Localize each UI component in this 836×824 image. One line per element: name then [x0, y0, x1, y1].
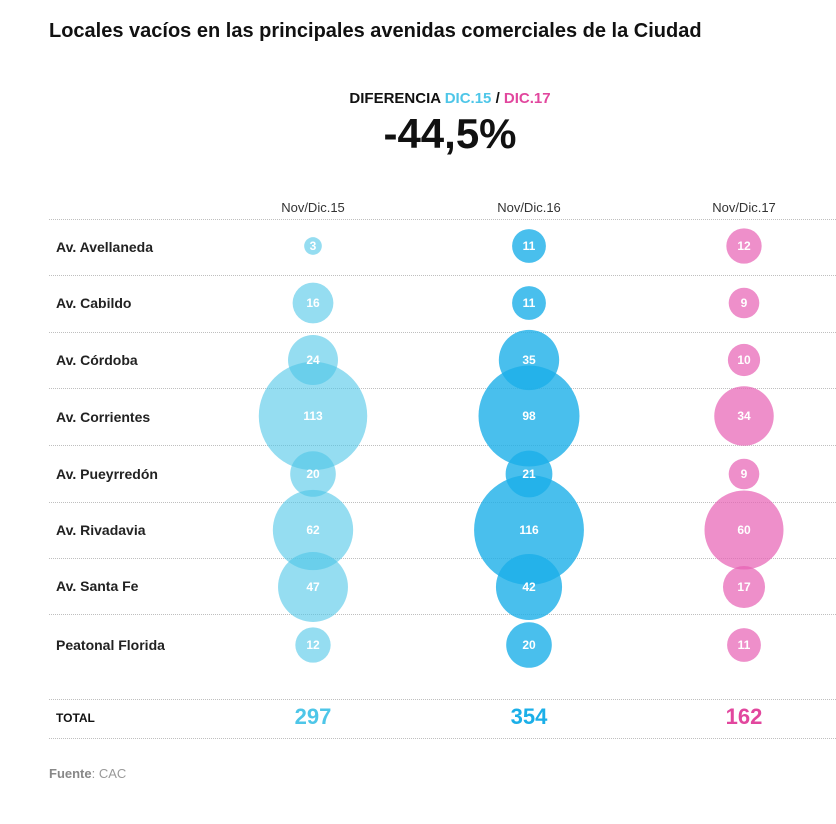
bubble-2017 [727, 343, 761, 377]
source-label: Fuente [49, 766, 92, 781]
source-note: Fuente: CAC [49, 766, 126, 781]
total-label: TOTAL [56, 711, 95, 725]
row-divider [49, 502, 836, 503]
bubble-2017 [722, 565, 766, 609]
row-divider [49, 614, 836, 615]
row-label: Av. Rivadavia [56, 522, 146, 538]
bubble-2015 [278, 552, 348, 622]
bubble-label-2015: 12 [306, 638, 320, 652]
row-divider [49, 445, 836, 446]
bubble-label-2015: 62 [306, 523, 320, 537]
total-divider-top [49, 699, 836, 700]
bubble-2015 [295, 627, 331, 663]
bubble-2015 [292, 282, 334, 324]
difference-label: DIFERENCIA [349, 90, 441, 107]
bubble-label-2016: 20 [522, 638, 536, 652]
bubble-label-2016: 11 [523, 296, 536, 310]
bubble-2017 [727, 628, 761, 662]
chart-title: Locales vacíos en las principales avenid… [49, 20, 702, 42]
column-header-2017: Nov/Dic.17 [712, 200, 776, 215]
bubble-2016 [474, 475, 584, 585]
total-value-2015: 297 [294, 704, 332, 729]
bubble-2016 [478, 365, 580, 467]
bubble-label-2016: 98 [522, 409, 536, 423]
header-divider [49, 219, 836, 220]
bubble-label-2016: 116 [519, 523, 539, 537]
bubble-2016 [495, 553, 563, 621]
bubble-label-2015: 3 [310, 239, 317, 253]
bubble-label-2016: 11 [523, 239, 536, 253]
bubble-label-2015: 16 [306, 296, 320, 310]
bubble-2015 [258, 361, 368, 471]
bubble-2017 [704, 490, 784, 570]
row-divider [49, 558, 836, 559]
bubble-label-2015: 113 [303, 409, 323, 423]
column-header-2016: Nov/Dic.16 [497, 200, 561, 215]
bubble-2016 [512, 229, 546, 263]
bubble-label-2016: 42 [522, 580, 536, 594]
bubble-label-2016: 21 [522, 467, 536, 481]
difference-separator: / [495, 90, 500, 107]
row-label: Av. Santa Fe [56, 578, 139, 594]
total-value-2016: 354 [510, 704, 548, 729]
bubble-2015 [290, 451, 336, 497]
bubble-label-2017: 12 [737, 239, 751, 253]
row-label: Av. Corrientes [56, 409, 151, 425]
bubble-label-2017: 34 [737, 409, 751, 423]
bubble-2017 [714, 386, 774, 446]
total-value-2017: 162 [725, 704, 763, 729]
row-divider [49, 332, 836, 333]
bubble-2015 [304, 237, 322, 255]
difference-value: -44,5% [383, 110, 517, 157]
bubble-2016 [506, 622, 552, 668]
row-label: Av. Avellaneda [56, 239, 154, 255]
bubble-label-2016: 35 [522, 353, 536, 367]
row-label: Peatonal Florida [56, 637, 165, 653]
row-label: Av. Cabildo [56, 295, 132, 311]
bubble-label-2017: 9 [741, 467, 748, 481]
row-divider [49, 275, 836, 276]
source-text: : CAC [91, 766, 127, 781]
bubble-2015 [272, 489, 354, 571]
bubble-label-2017: 10 [737, 353, 751, 367]
bubble-label-2017: 60 [737, 523, 751, 537]
bubble-2017 [728, 458, 760, 490]
column-header-2015: Nov/Dic.15 [281, 200, 345, 215]
bubble-2017 [726, 228, 762, 264]
bubble-label-2015: 47 [306, 580, 320, 594]
difference-header: DIFERENCIA DIC.15 / DIC.17 [0, 90, 836, 107]
bubble-2016 [512, 286, 546, 320]
row-divider [49, 388, 836, 389]
total-divider-bottom [49, 738, 836, 739]
row-label: Av. Córdoba [56, 352, 138, 368]
bubble-label-2017: 17 [737, 580, 751, 594]
bubble-label-2017: 11 [738, 638, 751, 652]
bubble-label-2015: 20 [306, 467, 320, 481]
bubble-label-2015: 24 [306, 353, 320, 367]
bubble-2017 [728, 287, 760, 319]
difference-to: DIC.17 [503, 90, 551, 107]
difference-from: DIC.15 [444, 90, 492, 107]
bubble-label-2017: 9 [741, 296, 748, 310]
row-label: Av. Pueyrredón [56, 466, 158, 482]
